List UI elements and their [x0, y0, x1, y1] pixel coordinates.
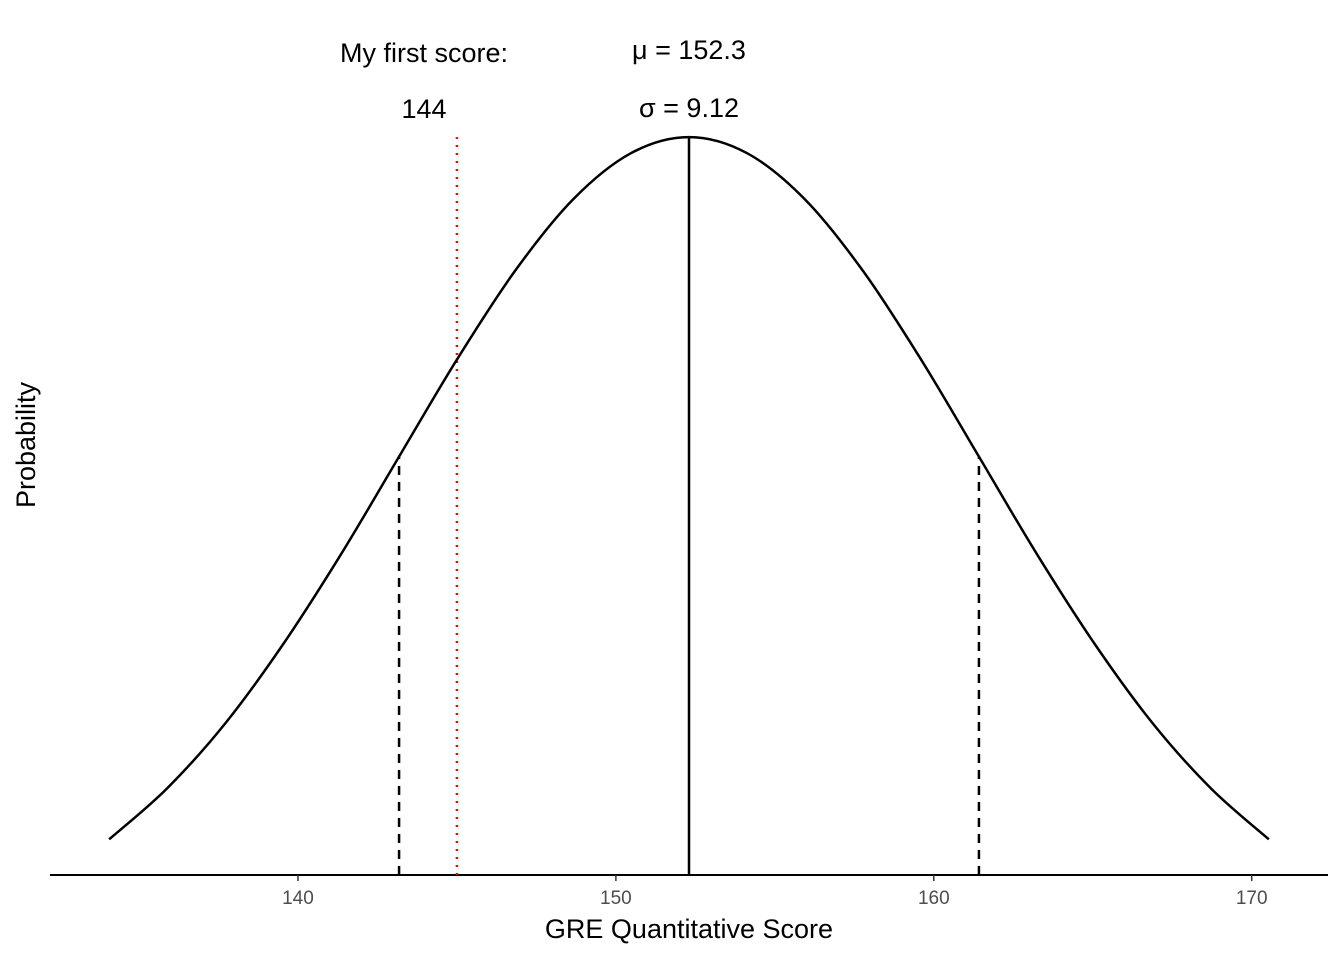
- x-axis-title: GRE Quantitative Score: [545, 914, 833, 944]
- density-curve: [108, 135, 1270, 841]
- x-tick-label: 140: [282, 888, 314, 909]
- annotation: σ = 9.12: [639, 93, 739, 123]
- annotation: μ = 152.3: [632, 35, 746, 65]
- annotation: My first score:: [340, 38, 508, 68]
- y-axis-title: Probability: [11, 381, 41, 508]
- x-tick-label: 160: [918, 888, 950, 909]
- x-tick-label: 150: [600, 888, 632, 909]
- x-tick-label: 170: [1236, 888, 1268, 909]
- annotation: 144: [401, 94, 446, 124]
